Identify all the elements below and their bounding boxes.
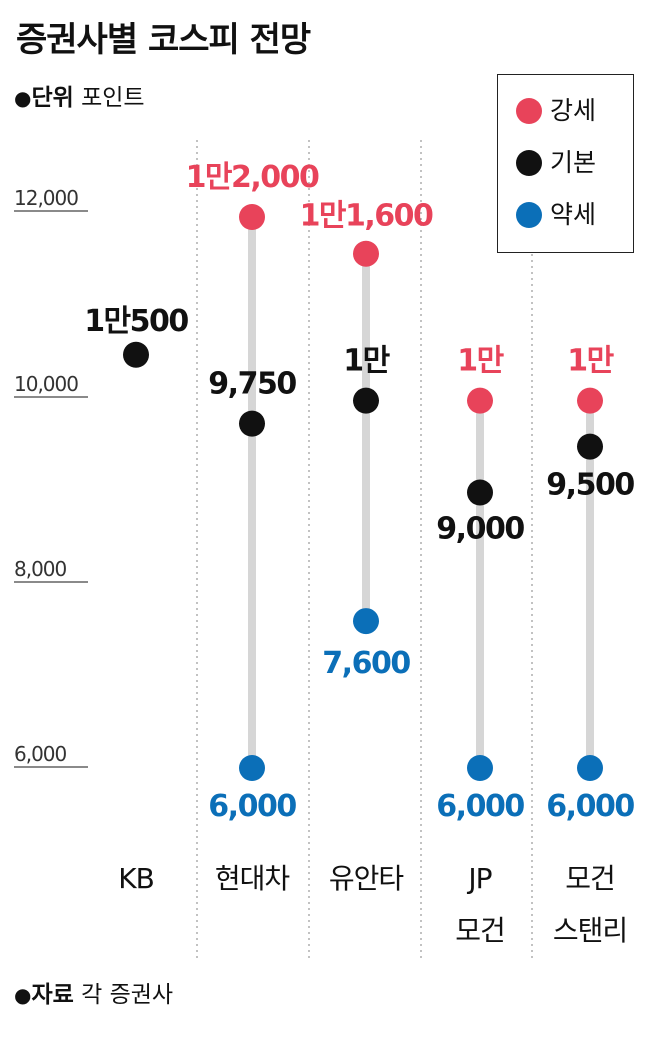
y-tick-label-6000: 6,000	[14, 742, 67, 766]
legend-dot-base	[516, 150, 542, 176]
legend-item-base: 기본	[516, 145, 628, 181]
category-label-4-1: 스탠리	[553, 914, 627, 947]
value-label-base-0: 1만500	[84, 304, 188, 339]
legend-dot-bear	[516, 202, 542, 228]
dot-base-3	[467, 479, 493, 506]
dot-bear-3	[467, 755, 493, 781]
source-label: 자료	[31, 982, 74, 1008]
category-label-3-1: 모건	[455, 914, 505, 947]
unit-bullet: ●	[14, 86, 32, 110]
value-label-bull-3: 1만	[457, 344, 504, 379]
unit-value: 포인트	[81, 85, 145, 111]
legend-dot-bull	[516, 98, 542, 124]
dot-base-4	[577, 433, 603, 460]
legend-label-bear: 약세	[550, 200, 597, 229]
y-tick-label-12000: 12,000	[14, 186, 78, 210]
dot-base-1	[239, 410, 265, 437]
category-label-2-0: 유안타	[329, 862, 404, 895]
value-label-bear-4: 6,000	[546, 789, 634, 824]
value-label-bear-1: 6,000	[208, 789, 296, 824]
category-label-1-0: 현대차	[215, 862, 290, 895]
dot-bear-4	[577, 755, 603, 781]
dot-base-2	[353, 387, 379, 414]
legend-item-bear: 약세	[516, 197, 628, 233]
source-bullet: ●	[14, 983, 32, 1007]
dot-bear-1	[239, 755, 265, 781]
category-label-0-0: KB	[118, 862, 154, 895]
value-label-base-4: 9,500	[546, 468, 634, 503]
value-label-base-1: 9,750	[208, 367, 296, 402]
dot-base-0	[123, 341, 149, 368]
dot-bear-2	[353, 608, 379, 635]
legend-label-base: 기본	[550, 148, 597, 177]
legend-label-bull: 강세	[550, 96, 597, 125]
value-label-base-3: 9,000	[436, 512, 524, 547]
value-label-bear-3: 6,000	[436, 789, 524, 824]
y-tick-label-8000: 8,000	[14, 557, 67, 581]
source-note: ●자료 각 증권사	[14, 975, 173, 1009]
unit-note: ●단위 포인트	[14, 78, 145, 112]
value-label-base-2: 1만	[343, 344, 390, 379]
category-label-4-0: 모건	[565, 862, 615, 895]
legend-item-bull: 강세	[516, 93, 628, 129]
value-label-bull-2: 1만1,600	[300, 199, 433, 234]
dot-bull-2	[353, 240, 379, 267]
dot-bull-1	[239, 204, 265, 230]
unit-label: 단위	[31, 85, 74, 111]
value-label-bull-1: 1만2,000	[186, 160, 319, 195]
y-tick-label-10000: 10,000	[14, 372, 78, 396]
dot-bull-3	[467, 387, 493, 414]
category-label-3-0: JP	[466, 862, 491, 895]
source-value: 각 증권사	[81, 982, 174, 1008]
chart-title: 증권사별 코스피 전망	[16, 20, 311, 60]
value-label-bear-2: 7,600	[322, 646, 410, 681]
legend: 강세 기본 약세	[497, 74, 634, 253]
value-label-bull-4: 1만	[567, 344, 614, 379]
dot-bull-4	[577, 387, 603, 414]
